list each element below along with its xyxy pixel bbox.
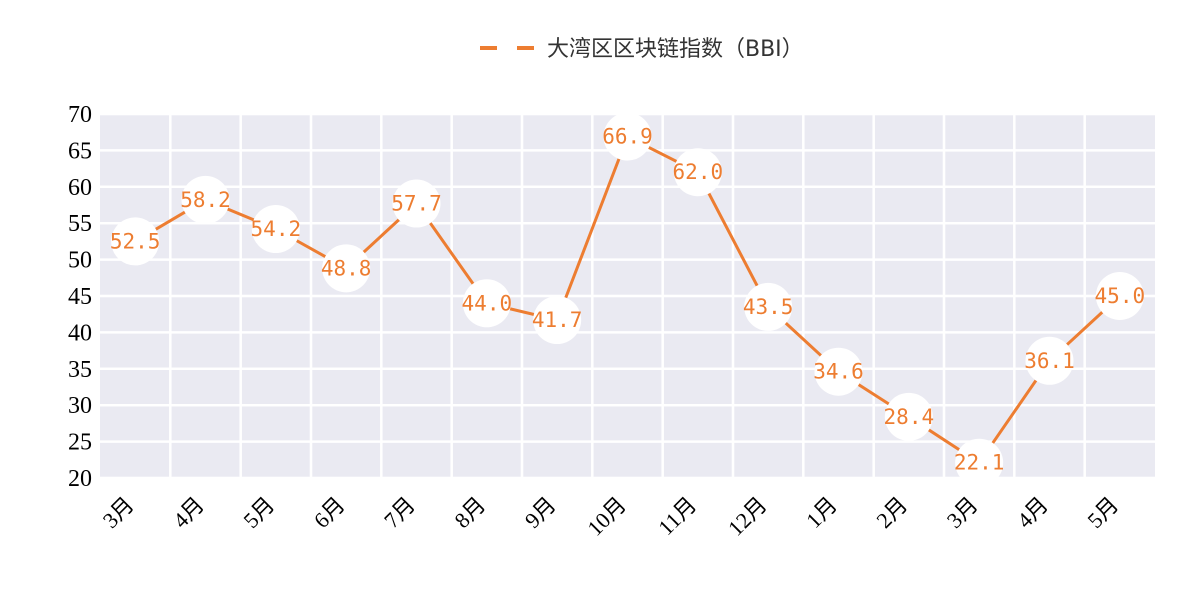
- data-point-marker: [322, 244, 371, 293]
- data-label: 44.0: [462, 291, 513, 315]
- data-point: 22.1: [954, 438, 1005, 487]
- x-tick-label: 4月: [1012, 492, 1053, 533]
- data-points: 52.5 58.2 54.2 48.8 57.7 44.0 41.7 66.9 62.0 43.5…: [110, 112, 1146, 487]
- data-label: 58.2: [180, 188, 231, 212]
- data-point: 41.7: [532, 296, 583, 345]
- data-point: 54.2: [251, 205, 302, 254]
- data-point-marker: [392, 179, 441, 228]
- data-label: 22.1: [954, 451, 1005, 475]
- x-tick-label: 12月: [723, 492, 772, 541]
- data-point: 36.1: [1024, 336, 1075, 385]
- data-point: 28.4: [884, 392, 935, 441]
- data-point: 34.6: [813, 347, 864, 396]
- data-point: 48.8: [321, 244, 372, 293]
- data-label: 54.2: [251, 217, 302, 241]
- data-label: 36.1: [1024, 349, 1075, 373]
- data-point-marker: [1095, 272, 1144, 320]
- x-axis-ticks: 3月 4月 5月 6月 7月 8月 9月 10月 11月 12月 1月 2月 3月 4月 5月: [98, 492, 1124, 541]
- x-tick-label: 1月: [801, 492, 842, 533]
- x-tick-label: 5月: [1082, 492, 1123, 533]
- x-tick-label: 7月: [379, 492, 420, 533]
- x-tick-label: 11月: [653, 492, 701, 540]
- data-point: 43.5: [743, 282, 794, 331]
- data-point-marker: [884, 392, 933, 441]
- y-tick-label: 20: [68, 466, 92, 492]
- y-tick-label: 70: [68, 102, 92, 128]
- data-point-marker: [1025, 336, 1074, 385]
- data-point: 44.0: [462, 279, 513, 328]
- data-point-marker: [603, 112, 652, 161]
- data-point-marker: [462, 279, 511, 328]
- y-tick-label: 60: [68, 175, 92, 201]
- legend: 大湾区区块链指数（BBI）: [480, 37, 804, 62]
- y-tick-label: 25: [68, 430, 92, 456]
- data-point-marker: [673, 148, 722, 197]
- x-tick-label: 6月: [309, 492, 350, 533]
- x-tick-label: 3月: [98, 492, 139, 533]
- x-tick-label: 2月: [871, 492, 912, 533]
- y-tick-label: 35: [68, 357, 92, 383]
- data-point-marker: [251, 205, 300, 254]
- data-point-marker: [744, 282, 793, 331]
- data-point: 45.0: [1095, 272, 1146, 320]
- data-label: 66.9: [602, 125, 653, 149]
- data-point-marker: [181, 175, 230, 224]
- y-tick-label: 30: [68, 393, 92, 419]
- legend-label: 大湾区区块链指数（BBI）: [547, 37, 804, 62]
- data-point-marker: [111, 217, 160, 266]
- data-label: 57.7: [391, 192, 442, 216]
- x-tick-label: 10月: [582, 492, 631, 541]
- x-tick-label: 8月: [449, 492, 490, 533]
- data-label: 34.6: [813, 360, 864, 384]
- data-label: 52.5: [110, 229, 161, 253]
- x-tick-label: 9月: [520, 492, 561, 533]
- y-axis-ticks: 20 25 30 35 40 45 50 55 60 65 70: [68, 102, 92, 492]
- y-tick-label: 40: [68, 320, 92, 346]
- data-label: 45.0: [1095, 284, 1146, 308]
- data-label: 62.0: [673, 160, 724, 184]
- data-point-marker: [814, 347, 863, 396]
- data-point: 62.0: [673, 148, 724, 197]
- data-point: 52.5: [110, 217, 161, 266]
- x-tick-label: 3月: [942, 492, 983, 533]
- data-label: 43.5: [743, 295, 794, 319]
- data-point: 66.9: [602, 112, 653, 161]
- y-tick-label: 50: [68, 248, 92, 274]
- data-label: 48.8: [321, 256, 372, 280]
- x-tick-label: 4月: [168, 492, 209, 533]
- data-point-marker: [955, 438, 1004, 487]
- data-point-marker: [533, 296, 582, 345]
- data-label: 28.4: [884, 405, 935, 429]
- data-label: 41.7: [532, 308, 583, 332]
- data-point: 57.7: [391, 179, 442, 228]
- x-tick-label: 5月: [238, 492, 279, 533]
- data-point: 58.2: [180, 175, 231, 224]
- y-tick-label: 45: [68, 284, 92, 310]
- y-tick-label: 65: [68, 138, 92, 164]
- y-tick-label: 55: [68, 211, 92, 237]
